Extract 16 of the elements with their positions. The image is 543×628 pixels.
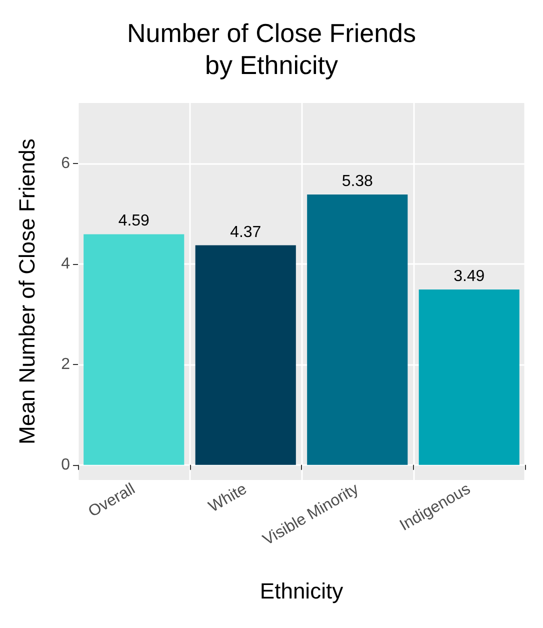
data-label: 4.37 — [230, 224, 262, 241]
x-axis-title: Ethnicity — [260, 578, 344, 604]
y-tick-label: 6 — [61, 154, 70, 172]
y-tick-label: 4 — [61, 255, 70, 272]
data-label: 4.59 — [118, 212, 150, 230]
data-label: 3.49 — [454, 268, 485, 285]
bar — [307, 194, 408, 465]
bar — [195, 245, 296, 465]
chart-title: Number of Close Friends by Ethnicity — [127, 18, 416, 80]
y-tick-label: 0 — [61, 456, 70, 474]
bar — [418, 289, 520, 465]
data-label: 5.38 — [342, 172, 374, 190]
bar — [84, 234, 184, 465]
y-tick-label: 2 — [61, 356, 70, 373]
x-tick-label: White — [206, 480, 250, 516]
y-axis-title: Mean Number of Close Friends — [14, 138, 40, 444]
